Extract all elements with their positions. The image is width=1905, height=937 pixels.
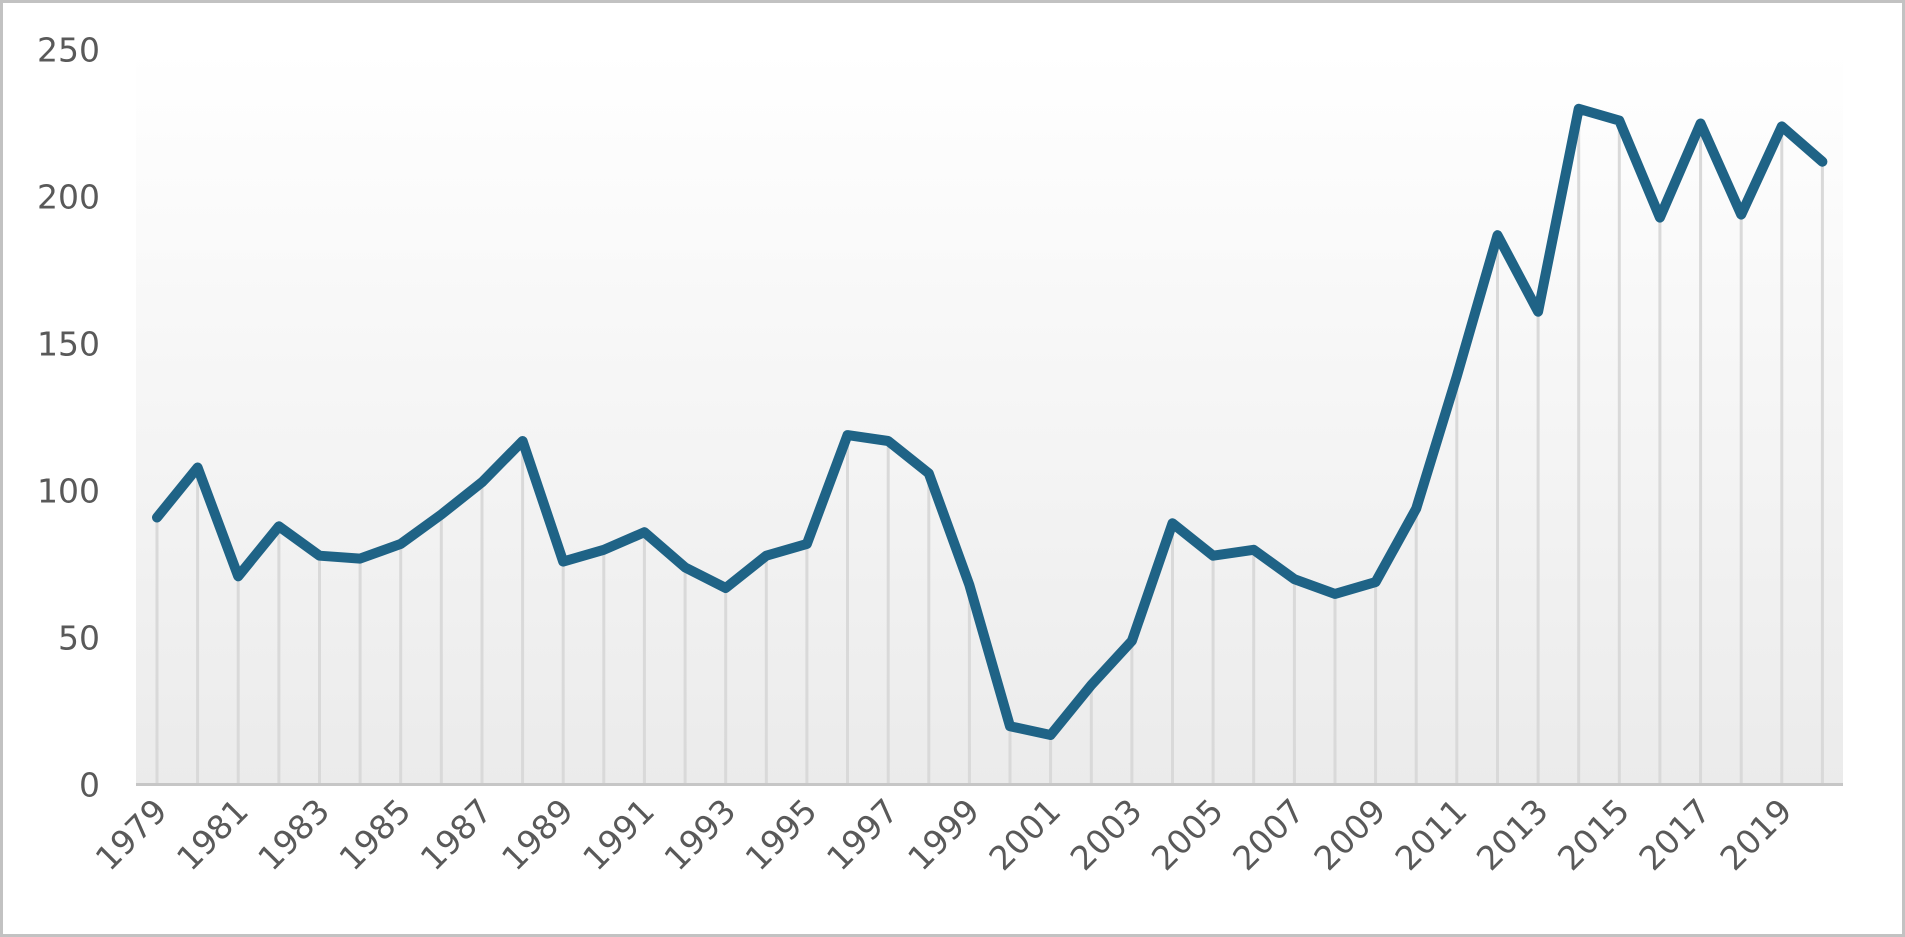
x-tick-label: 1995 (738, 791, 825, 878)
x-tick-label: 1985 (331, 791, 418, 878)
y-tick-label: 50 (58, 619, 100, 658)
chart-canvas: 0501001502002501979198119831985198719891… (37, 31, 1843, 878)
x-axis-labels: 1979198119831985198719891991199319951997… (88, 791, 1800, 878)
plot-area-background (136, 50, 1843, 785)
x-tick-label: 1981 (169, 791, 256, 878)
x-tick-label: 2017 (1631, 791, 1718, 878)
x-tick-label: 1991 (575, 791, 662, 878)
x-tick-label: 2013 (1469, 791, 1556, 878)
x-tick-label: 2019 (1712, 791, 1799, 878)
x-tick-label: 1987 (413, 791, 500, 878)
y-tick-label: 0 (79, 766, 100, 805)
x-tick-label: 1989 (494, 791, 581, 878)
x-tick-label: 2005 (1144, 791, 1231, 878)
x-tick-label: 2003 (1063, 791, 1150, 878)
y-axis-labels: 0 50 100 150 200 250 (37, 31, 100, 805)
x-tick-label: 2001 (981, 791, 1068, 878)
x-tick-label: 2009 (1306, 791, 1393, 878)
x-tick-label: 2015 (1550, 791, 1637, 878)
x-tick-label: 2007 (1225, 791, 1312, 878)
x-tick-label: 1999 (900, 791, 987, 878)
x-tick-label: 1983 (250, 791, 337, 878)
x-tick-label: 1993 (656, 791, 743, 878)
data-line (152, 103, 1828, 740)
drop-lines (155, 108, 1824, 785)
y-tick-label: 100 (37, 472, 100, 511)
y-tick-label: 150 (37, 325, 100, 364)
y-tick-label: 250 (37, 31, 100, 70)
y-tick-label: 200 (37, 178, 100, 217)
x-tick-label: 1979 (88, 791, 175, 878)
x-tick-label: 1997 (819, 791, 906, 878)
x-tick-label: 2011 (1387, 791, 1474, 878)
